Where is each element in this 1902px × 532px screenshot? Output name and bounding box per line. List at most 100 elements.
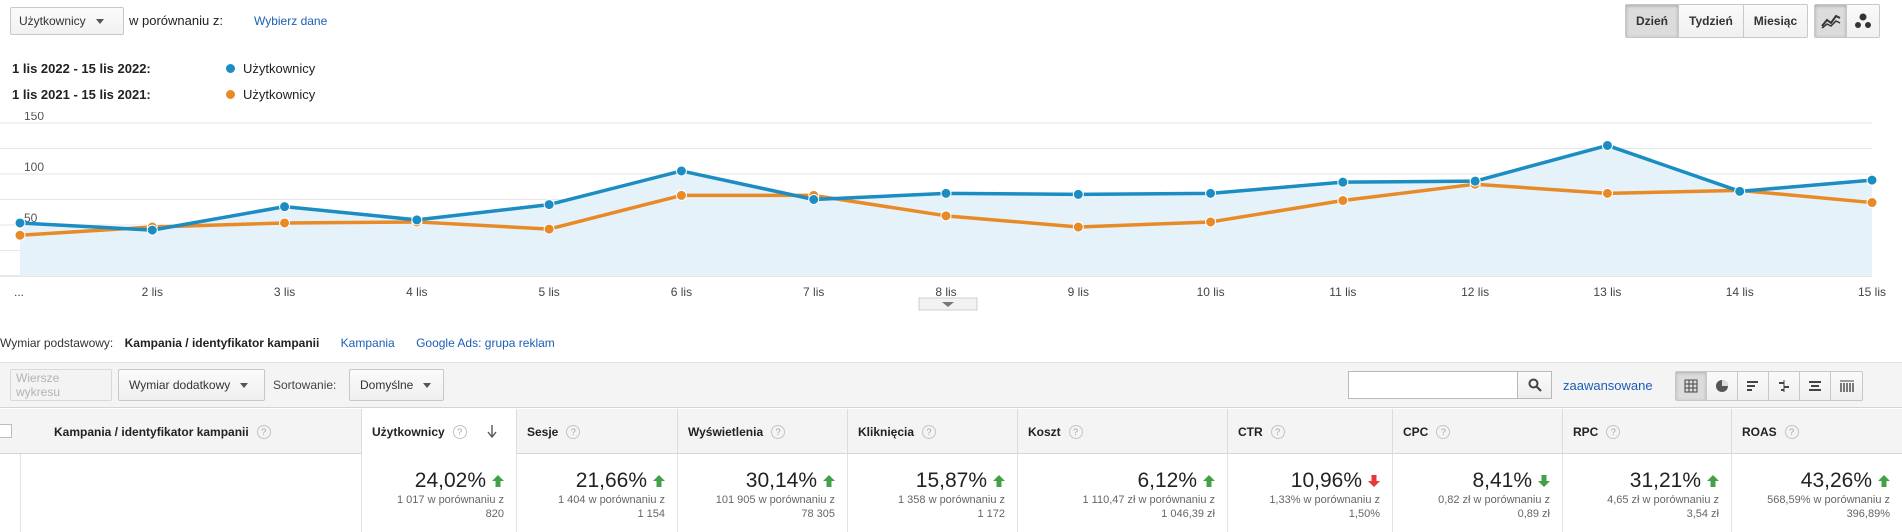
advanced-filter-link[interactable]: zaawansowane <box>1563 378 1653 393</box>
pie-view-icon[interactable] <box>1707 372 1738 400</box>
column-header-label: CPC <box>1403 424 1429 439</box>
arrow-up-icon <box>492 475 504 487</box>
data-point <box>14 217 26 229</box>
sort-dropdown[interactable]: Domyślne <box>349 369 444 401</box>
legend-range-2: 1 lis 2021 - 15 lis 2021: <box>12 87 151 102</box>
data-point <box>1866 174 1878 186</box>
metric-dropdown[interactable]: Użytkownicy <box>10 7 124 35</box>
column-header-campaign[interactable]: Kampania / identyfikator kampanii ? <box>20 409 361 454</box>
data-point <box>279 201 291 213</box>
search-icon[interactable] <box>1518 371 1552 399</box>
comparison-text: 568,59% w porównaniu z <box>1767 494 1890 506</box>
table-search-input[interactable] <box>1348 371 1518 399</box>
column-header-label: Koszt <box>1028 424 1061 439</box>
dimension-option-adgroup[interactable]: Google Ads: grupa reklam <box>416 336 555 350</box>
help-icon[interactable]: ? <box>922 424 937 439</box>
column-header-sessions[interactable]: Sesje ? <box>516 409 677 454</box>
column-header-impressions[interactable]: Wyświetlenia ? <box>677 409 847 454</box>
column-header-label: Kampania / identyfikator kampanii <box>54 424 249 439</box>
x-tick-label: 15 lis <box>1858 285 1886 299</box>
help-icon[interactable]: ? <box>1270 424 1285 439</box>
data-point <box>1072 221 1084 233</box>
change-percent: 15,87% <box>915 469 987 492</box>
x-tick-label: 12 lis <box>1461 285 1489 299</box>
column-header-roas[interactable]: ROAS ? <box>1731 409 1902 454</box>
column-header-label: Wyświetlenia <box>688 424 764 439</box>
primary-dimension-row: Wymiar podstawowy: Kampania / identyfika… <box>0 336 555 350</box>
granularity-month-button[interactable]: Miesiąc <box>1743 5 1808 37</box>
metric-dropdown-label: Użytkownicy <box>19 14 86 28</box>
change-percent: 24,02% <box>414 469 486 492</box>
dimension-option-campaign[interactable]: Kampania <box>340 336 395 350</box>
totals-cell-clicks: 15,87% 1 358 w porównaniu z 1 172 <box>847 454 1017 532</box>
comparison-text: 0,82 zł w porównaniu z <box>1438 494 1550 506</box>
bar-view-icon[interactable] <box>1738 372 1769 400</box>
arrow-down-icon <box>1368 475 1380 487</box>
data-point <box>675 189 687 201</box>
grid-view-icon[interactable] <box>1676 372 1707 400</box>
totals-cell-ctr: 10,96% 1,33% w porównaniu z 1,50% <box>1227 454 1392 532</box>
granularity-week-button[interactable]: Tydzień <box>1679 5 1744 37</box>
secondary-dimension-dropdown[interactable]: Wymiar dodatkowy <box>118 369 265 401</box>
granularity-day-button[interactable]: Dzień <box>1626 5 1680 37</box>
column-header-clicks[interactable]: Kliknięcia ? <box>847 409 1017 454</box>
line-chart-icon[interactable] <box>1815 5 1847 37</box>
help-icon[interactable]: ? <box>1436 424 1451 439</box>
column-header-cost[interactable]: Koszt ? <box>1017 409 1227 454</box>
help-icon[interactable]: ? <box>256 424 271 439</box>
column-header-users[interactable]: Użytkownicy ? <box>361 409 516 454</box>
comparison-text: 1 154 <box>637 508 665 520</box>
comparison-text: 4,65 zł w porównaniu z <box>1607 494 1719 506</box>
help-icon[interactable]: ? <box>771 424 786 439</box>
column-header-label: CTR <box>1238 424 1263 439</box>
help-icon[interactable]: ? <box>1606 424 1621 439</box>
help-icon[interactable]: ? <box>1068 424 1083 439</box>
legend-dot-icon <box>226 90 235 99</box>
column-header-label: Kliknięcia <box>858 424 915 439</box>
comparison-text: 1 017 w porównaniu z <box>396 494 504 506</box>
y-tick-label: 150 <box>24 112 44 123</box>
data-point <box>1734 185 1746 197</box>
totals-cell-roas: 43,26% 568,59% w porównaniu z 396,89% <box>1731 454 1902 532</box>
x-tick-label: 3 lis <box>274 285 295 299</box>
arrow-up-icon <box>823 475 835 487</box>
help-icon[interactable]: ? <box>1784 424 1799 439</box>
change-percent: 6,12% <box>1137 469 1197 492</box>
x-tick-label: ... <box>14 285 24 299</box>
legend-range-1: 1 lis 2022 - 15 lis 2022: <box>12 61 151 76</box>
motion-chart-icon[interactable] <box>1847 5 1879 37</box>
term-cloud-view-icon[interactable] <box>1800 372 1831 400</box>
x-tick-label: 9 lis <box>1068 285 1089 299</box>
legend-dot-icon <box>226 64 235 73</box>
column-header-rpc[interactable]: RPC ? <box>1562 409 1731 454</box>
compare-select-link[interactable]: Wybierz dane <box>254 14 328 28</box>
comparison-text: 78 305 <box>801 508 835 520</box>
change-percent: 10,96% <box>1290 469 1362 492</box>
change-percent: 8,41% <box>1472 469 1532 492</box>
arrow-up-icon <box>653 475 665 487</box>
select-all-checkbox[interactable] <box>0 424 12 438</box>
comparison-view-icon[interactable] <box>1769 372 1800 400</box>
help-icon[interactable]: ? <box>566 424 581 439</box>
data-point <box>1866 197 1878 209</box>
column-header-cpc[interactable]: CPC ? <box>1392 409 1562 454</box>
data-point <box>146 224 158 236</box>
compare-label: w porównaniu z: <box>129 13 223 28</box>
column-header-ctr[interactable]: CTR ? <box>1227 409 1392 454</box>
comparison-text: 1 046,39 zł <box>1161 508 1215 520</box>
comparison-text: 820 <box>485 508 504 520</box>
chevron-down-icon <box>240 382 249 388</box>
column-header-label: RPC <box>1573 424 1599 439</box>
granularity-toggle: Dzień Tydzień Miesiąc <box>1625 4 1809 38</box>
plot-rows-button[interactable]: Wiersze wykresu <box>10 369 112 401</box>
data-point <box>1205 187 1217 199</box>
pivot-view-icon[interactable] <box>1831 372 1862 400</box>
comparison-text: 1,33% w porównaniu z <box>1269 494 1380 506</box>
data-point <box>1469 175 1481 187</box>
y-tick-label: 100 <box>24 160 44 174</box>
help-icon[interactable]: ? <box>452 424 467 439</box>
users-line-chart: 50 100 150... 2 lis 3 lis 4 lis 5 lis 6 lis 7 li… <box>0 112 1886 311</box>
legend-series-label: Użytkownicy <box>243 87 316 102</box>
secondary-dimension-label: Wymiar dodatkowy <box>129 378 231 392</box>
comparison-text: 396,89% <box>1846 508 1890 520</box>
